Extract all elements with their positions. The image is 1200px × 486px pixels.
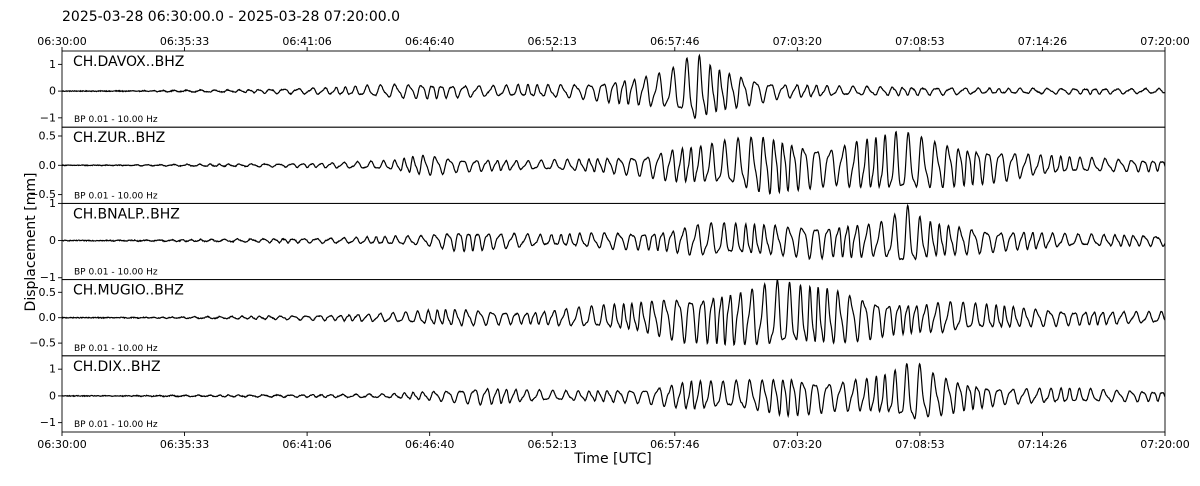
y-tick-label: 0.0: [39, 311, 57, 324]
y-tick-label: −1: [40, 416, 56, 429]
y-axis-label: Displacement [mm]: [23, 173, 39, 312]
trace-line: [62, 203, 1165, 261]
x-tick-label-bottom: 07:03:20: [773, 438, 822, 451]
x-tick-label-top: 06:35:33: [160, 35, 209, 48]
trace-panel: −1 0 1 CH.DIX..BHZ BP 0.01 - 10.00 Hz: [40, 355, 1166, 433]
x-tick-label-bottom: 06:41:06: [282, 438, 331, 451]
station-label: CH.DAVOX..BHZ: [73, 54, 184, 70]
x-axis-label: Time [UTC]: [573, 451, 651, 467]
panel-frame: [61, 202, 1166, 281]
x-tick-label-bottom: 06:30:00: [37, 438, 86, 451]
y-tick-label: −0.5: [29, 188, 56, 201]
filter-label: BP 0.01 - 10.00 Hz: [74, 420, 158, 430]
filter-label: BP 0.01 - 10.00 Hz: [74, 115, 158, 125]
panels-group: −1 0 1 CH.DAVOX..BHZ BP 0.01 - 10.00 Hz −0.5 0…: [29, 35, 1189, 451]
y-tick-label: 1: [49, 363, 56, 376]
x-tick-label-bottom: 06:57:46: [650, 438, 699, 451]
filter-label: BP 0.01 - 10.00 Hz: [74, 344, 158, 354]
station-label: CH.BNALP..BHZ: [73, 206, 180, 222]
y-tick-label: 0: [49, 234, 56, 247]
trace-panel: −0.5 0.0 0.5 CH.ZUR..BHZ BP 0.01 - 10.00 Hz: [29, 126, 1166, 204]
x-tick-label-top: 06:57:46: [650, 35, 699, 48]
panel-frame: [61, 355, 1166, 433]
filter-label: BP 0.01 - 10.00 Hz: [74, 191, 158, 201]
y-tick-label: −1: [40, 111, 56, 124]
y-tick-label: −0.5: [29, 337, 56, 350]
x-tick-label-bottom: 07:20:00: [1140, 438, 1189, 451]
x-tick-label-bottom: 06:52:13: [528, 438, 577, 451]
y-tick-label: 0.5: [39, 286, 57, 299]
x-tick-label-bottom: 06:35:33: [160, 438, 209, 451]
trace-panel: −1 0 1 CH.DAVOX..BHZ BP 0.01 - 10.00 Hz: [40, 50, 1166, 128]
station-label: CH.ZUR..BHZ: [73, 130, 165, 146]
y-tick-label: 0: [49, 389, 56, 402]
trace-line: [62, 130, 1165, 195]
panel-frame: [61, 126, 1166, 204]
x-tick-label-top: 06:46:40: [405, 35, 454, 48]
trace-line: [62, 362, 1165, 420]
trace-line: [62, 279, 1165, 347]
x-tick-label-top: 07:14:26: [1018, 35, 1067, 48]
trace-line: [62, 53, 1165, 120]
x-tick-label-bottom: 06:46:40: [405, 438, 454, 451]
y-tick-label: 0.0: [39, 159, 57, 172]
y-tick-label: −1: [40, 271, 56, 284]
x-tick-label-top: 06:52:13: [528, 35, 577, 48]
x-tick-label-top: 07:03:20: [773, 35, 822, 48]
y-tick-label: 1: [49, 197, 56, 210]
x-tick-label-bottom: 07:14:26: [1018, 438, 1067, 451]
y-tick-label: 0: [49, 85, 56, 98]
filter-label: BP 0.01 - 10.00 Hz: [74, 268, 158, 278]
x-tick-label-top: 06:41:06: [282, 35, 331, 48]
x-tick-label-top: 07:20:00: [1140, 35, 1189, 48]
x-tick-label-top: 07:08:53: [895, 35, 944, 48]
x-tick-label-top: 06:30:00: [37, 35, 86, 48]
figure-title: 2025-03-28 06:30:00.0 - 2025-03-28 07:20…: [62, 9, 400, 25]
trace-panel: −0.5 0.0 0.5 CH.MUGIO..BHZ BP 0.01 - 10.00 H…: [29, 279, 1166, 357]
y-tick-label: 1: [49, 58, 56, 71]
x-tick-label-bottom: 07:08:53: [895, 438, 944, 451]
trace-panel: −1 0 1 CH.BNALP..BHZ BP 0.01 - 10.00 Hz: [40, 197, 1166, 284]
station-label: CH.DIX..BHZ: [73, 359, 161, 375]
station-label: CH.MUGIO..BHZ: [73, 283, 184, 299]
y-tick-label: 0.5: [39, 129, 57, 142]
